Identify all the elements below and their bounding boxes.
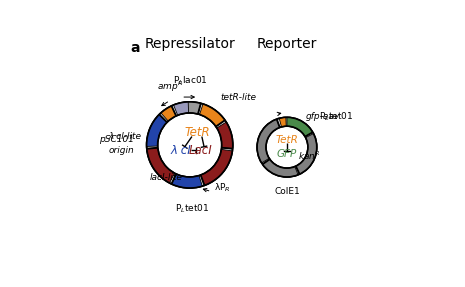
Polygon shape [171, 106, 177, 116]
Polygon shape [171, 174, 177, 184]
Text: λ cl-lite: λ cl-lite [109, 132, 142, 141]
Wedge shape [287, 117, 313, 137]
Text: P$_L$tet01: P$_L$tet01 [175, 202, 209, 215]
Wedge shape [147, 148, 175, 183]
Text: lacI-lite: lacI-lite [150, 173, 183, 182]
Polygon shape [200, 175, 206, 186]
Text: GFP: GFP [277, 149, 297, 159]
Polygon shape [159, 114, 168, 123]
Wedge shape [175, 102, 201, 115]
Text: P$_L$tet01: P$_L$tet01 [319, 110, 353, 123]
Polygon shape [295, 166, 300, 174]
Text: tetR-lite: tetR-lite [220, 94, 256, 102]
Wedge shape [257, 119, 280, 163]
Wedge shape [217, 122, 233, 149]
Wedge shape [161, 106, 176, 121]
Text: λ cI: λ cI [171, 144, 191, 157]
Text: pSC101
origin: pSC101 origin [100, 135, 134, 155]
Text: a: a [130, 41, 140, 55]
Text: TetR: TetR [185, 126, 210, 139]
Text: P$_L$lac01: P$_L$lac01 [173, 75, 208, 88]
Text: LacI: LacI [189, 144, 213, 157]
Text: kan$^R$: kan$^R$ [298, 150, 320, 162]
Wedge shape [262, 159, 298, 177]
Text: ColE1: ColE1 [274, 187, 300, 196]
Polygon shape [215, 119, 226, 127]
Wedge shape [201, 150, 232, 185]
Wedge shape [146, 115, 167, 146]
Polygon shape [305, 131, 313, 137]
Wedge shape [296, 134, 317, 174]
Wedge shape [279, 117, 286, 127]
Text: Repressilator: Repressilator [144, 37, 235, 51]
Polygon shape [262, 158, 270, 165]
Wedge shape [146, 102, 233, 188]
Text: gfp-aav: gfp-aav [306, 112, 340, 121]
Wedge shape [172, 174, 202, 188]
Text: λP$_R$: λP$_R$ [213, 182, 230, 194]
Text: amp$^R$: amp$^R$ [157, 79, 183, 94]
Polygon shape [197, 103, 202, 114]
Wedge shape [173, 102, 189, 115]
Polygon shape [221, 147, 232, 150]
Text: TetR: TetR [275, 135, 299, 145]
Polygon shape [146, 147, 158, 150]
Polygon shape [276, 119, 280, 128]
Wedge shape [199, 104, 225, 127]
Wedge shape [257, 117, 317, 177]
Text: Reporter: Reporter [257, 37, 317, 51]
